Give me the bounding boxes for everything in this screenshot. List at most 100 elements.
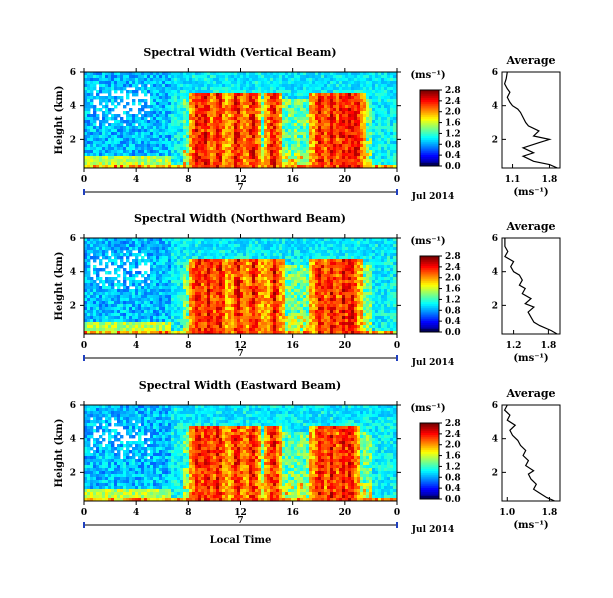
colorbar-segment — [420, 322, 439, 325]
average-profile: Average 2 4 6 1.0 1.8 (ms⁻¹) — [492, 387, 561, 531]
colorbar-segment — [420, 313, 439, 316]
colorbar-segment — [420, 288, 439, 291]
average-line — [503, 404, 555, 502]
y-tick-label: 4 — [70, 268, 76, 278]
colorbar-segment — [420, 424, 439, 428]
colorbar-segment — [420, 434, 439, 437]
colorbar-segment — [420, 126, 439, 129]
colorbar-segment — [420, 158, 439, 161]
colorbar-segment — [420, 464, 439, 468]
colorbar-segment — [420, 267, 439, 270]
average-title: Average — [505, 54, 555, 67]
colorbar-segment — [420, 97, 439, 100]
colorbar-segment — [420, 455, 439, 458]
colorbar-segment — [420, 118, 439, 121]
y-tick-label: 4 — [70, 102, 76, 112]
average-y-tick-label: 2 — [492, 468, 498, 478]
colorbar-segment — [420, 105, 439, 108]
colorbar-frame — [419, 255, 440, 333]
colorbar-segment — [420, 273, 439, 276]
colorbar-tick-label: 1.2 — [445, 462, 461, 472]
y-tick-label: 2 — [70, 468, 76, 478]
colorbar-segment — [420, 269, 439, 272]
colorbar-segment — [420, 148, 439, 152]
colorbar-segment — [420, 305, 439, 308]
year-label: Jul 2014 — [411, 525, 454, 535]
y-tick-label: 2 — [70, 135, 76, 145]
colorbar-segment — [420, 143, 439, 146]
x-tick-label: 12 — [234, 341, 247, 351]
colorbar-segment — [420, 466, 439, 470]
y-tick-label: 4 — [70, 435, 76, 445]
colorbar-segment — [420, 470, 439, 473]
x-tick-label: 20 — [339, 508, 352, 518]
colorbar-segment — [420, 292, 439, 295]
colorbar: 0.00.40.81.21.62.02.42.8 — [419, 419, 461, 505]
average-y-tick-label: 6 — [492, 234, 498, 244]
colorbar-segment — [420, 428, 439, 432]
colorbar-segment — [420, 449, 439, 452]
colorbar-tick-label: 2.8 — [445, 419, 461, 429]
heatmap — [84, 238, 397, 335]
colorbar-tick-label: 0.0 — [445, 495, 461, 505]
colorbar-segment — [420, 114, 439, 118]
colorbar-segment — [420, 485, 439, 489]
average-profile: Average 2 4 6 1.2 1.8 (ms⁻¹) — [492, 220, 561, 364]
panel-title: Spectral Width (Northward Beam) — [134, 212, 346, 225]
x-tick-label: 0 — [394, 175, 400, 185]
colorbar-segment — [420, 276, 439, 280]
average-y-tick-label: 2 — [492, 301, 498, 311]
colorbar-segment — [420, 489, 439, 492]
colorbar-frame — [419, 89, 440, 167]
colorbar-segment — [420, 103, 439, 106]
heatmap — [84, 405, 397, 502]
colorbar-segment — [420, 453, 439, 456]
colorbar-tick-label: 0.4 — [445, 484, 461, 494]
colorbar-tick-label: 0.0 — [445, 162, 461, 172]
colorbar-segment — [420, 316, 439, 320]
y-axis-label: Height (km) — [54, 419, 65, 488]
colorbar-segment — [420, 137, 439, 140]
x-tick-label: 20 — [339, 341, 352, 351]
colorbar-segment — [420, 131, 439, 135]
colorbar-segment — [420, 135, 439, 138]
average-y-tick-label: 4 — [492, 268, 498, 278]
x-tick-label: 0 — [81, 341, 87, 351]
colorbar-segment — [420, 95, 439, 99]
colorbar-tick-label: 0.4 — [445, 317, 461, 327]
colorbar-segment — [420, 101, 439, 104]
average-y-tick-label: 2 — [492, 135, 498, 145]
x-tick-label: 0 — [81, 175, 87, 185]
colorbar-segment — [420, 156, 439, 159]
colorbar-segment — [420, 263, 439, 266]
colorbar-segment — [420, 129, 439, 133]
colorbar-tick-label: 1.2 — [445, 295, 461, 305]
average-line — [504, 238, 558, 335]
panel-title: Spectral Width (Vertical Beam) — [143, 46, 336, 59]
colorbar-segment — [420, 90, 439, 93]
colorbar-segment — [420, 278, 439, 282]
colorbar-segment — [420, 109, 439, 112]
colorbar-segment — [420, 256, 439, 259]
heatmap — [84, 72, 397, 169]
colorbar-segment — [420, 303, 439, 306]
x-tick-label: 16 — [286, 175, 299, 185]
colorbar-segment — [420, 474, 439, 477]
colorbar-segment — [420, 145, 439, 148]
year-label: Jul 2014 — [411, 192, 454, 202]
colorbar-segment — [420, 442, 439, 445]
x-tick-label: 4 — [133, 175, 139, 185]
average-title: Average — [505, 387, 555, 400]
average-x-tick-label: 1.8 — [542, 508, 558, 518]
colorbar-tick-label: 0.4 — [445, 151, 461, 161]
colorbar-segment — [420, 280, 439, 284]
colorbar-segment — [420, 447, 439, 451]
colorbar-segment — [420, 297, 439, 301]
colorbar-segment — [420, 430, 439, 433]
colorbar-segment — [420, 438, 439, 441]
colorbar-tick-label: 0.8 — [445, 140, 461, 150]
colorbar-segment — [420, 112, 439, 116]
colorbar-segment — [420, 328, 439, 331]
average-x-tick-label: 1.8 — [541, 341, 557, 351]
